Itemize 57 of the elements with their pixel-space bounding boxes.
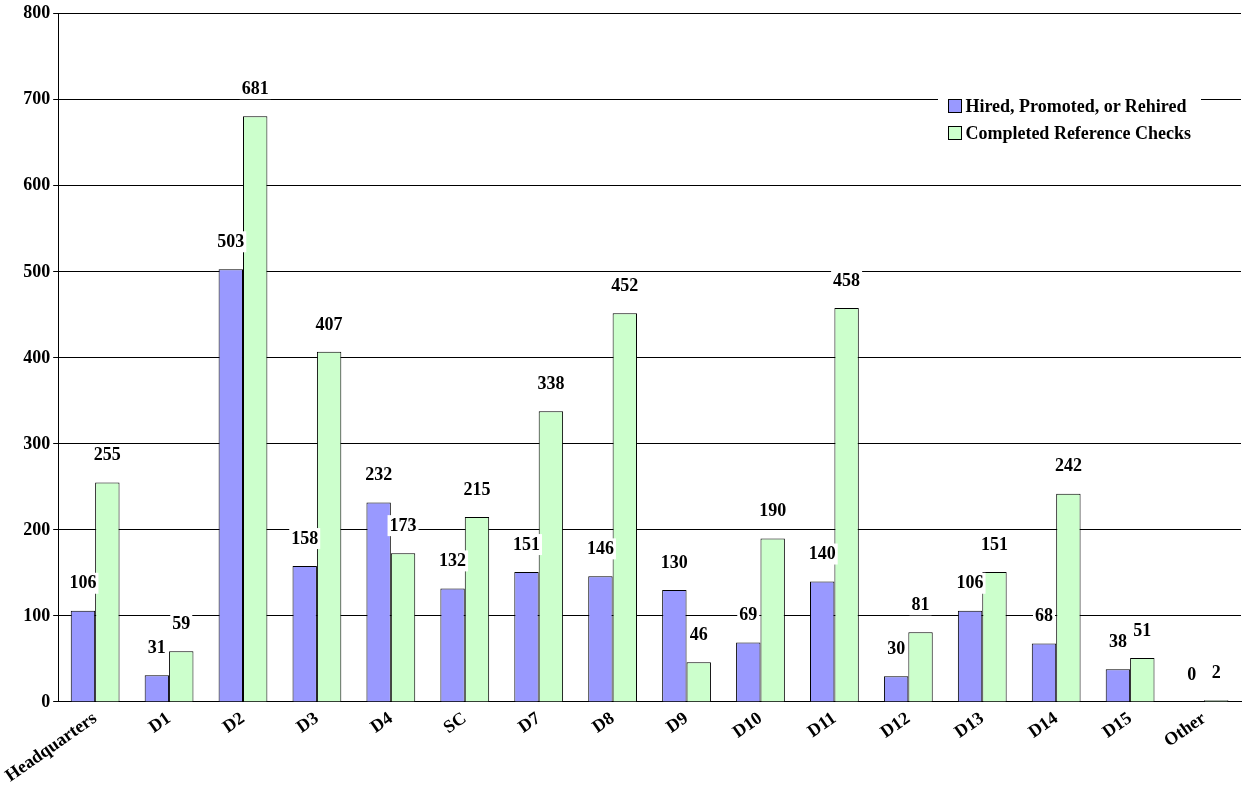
data-label: 173 (389, 514, 417, 535)
data-label: 30 (887, 637, 906, 658)
x-tick-label: D11 (803, 707, 840, 742)
x-tick-label: D14 (1024, 707, 1062, 742)
data-label: 146 (586, 538, 614, 559)
x-tick-label: D2 (218, 707, 248, 737)
x-tick-label: D3 (292, 707, 322, 737)
data-label: 681 (241, 77, 269, 98)
data-label: 503 (217, 230, 245, 251)
data-label: 51 (1133, 619, 1152, 640)
data-label: 68 (1034, 605, 1053, 626)
y-tick-label: 800 (23, 2, 51, 23)
x-tick-label: D1 (144, 707, 175, 737)
data-label: 255 (93, 444, 121, 465)
data-label: 190 (759, 500, 787, 521)
legend-label: Hired, Promoted, or Rehired (965, 95, 1187, 117)
data-label: 215 (463, 478, 491, 499)
y-tick-label: 700 (23, 88, 51, 109)
y-tick-label: 0 (41, 690, 51, 711)
x-tick-label: D15 (1098, 707, 1136, 742)
data-label: 38 (1108, 630, 1127, 651)
data-label: 407 (315, 313, 343, 334)
data-label: 59 (172, 612, 191, 633)
data-label: 106 (956, 572, 984, 593)
data-label: 452 (611, 274, 639, 295)
x-tick-label: D10 (728, 707, 766, 742)
x-tick-label: D7 (514, 707, 544, 737)
data-label: 0 (1187, 663, 1197, 684)
data-label: 106 (69, 572, 97, 593)
y-tick-label: 100 (23, 604, 51, 625)
data-label: 31 (147, 636, 166, 657)
x-tick-label: D12 (876, 707, 914, 742)
data-label: 81 (911, 593, 930, 614)
data-label: 458 (833, 269, 861, 290)
data-label: 46 (689, 624, 708, 645)
data-label: 242 (1054, 455, 1082, 476)
data-label: 140 (808, 543, 836, 564)
x-tick-label: D8 (588, 707, 618, 737)
data-label: 158 (291, 527, 319, 548)
y-tick-label: 600 (23, 174, 51, 195)
data-label: 338 (537, 372, 565, 393)
y-tick-label: 200 (23, 518, 51, 539)
legend-label: Completed Reference Checks (965, 122, 1191, 144)
x-tick-label: D13 (950, 707, 988, 742)
data-label: 151 (513, 533, 540, 554)
data-label: 130 (660, 551, 688, 572)
y-tick-label: 300 (23, 432, 51, 453)
data-label: 151 (980, 533, 1008, 554)
x-tick-label: SC (439, 707, 470, 738)
data-label: 2 (1211, 661, 1221, 682)
data-label: 232 (365, 464, 393, 485)
data-label: 69 (739, 604, 758, 625)
x-tick-label: D4 (366, 707, 396, 737)
y-tick-label: 500 (23, 260, 51, 281)
data-label: 132 (439, 550, 467, 571)
y-tick-label: 400 (23, 346, 51, 367)
x-tick-label: D9 (662, 707, 692, 737)
